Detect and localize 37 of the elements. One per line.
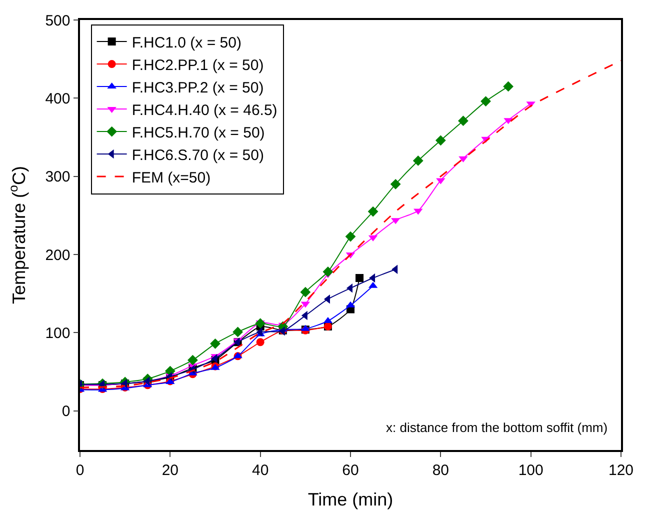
y-tick-label: 400	[45, 90, 70, 108]
point	[300, 286, 311, 298]
legend-label: F.HC3.PP.2 (x = 50)	[132, 79, 264, 96]
point	[368, 206, 378, 217]
point	[480, 96, 491, 107]
point	[322, 266, 334, 277]
point	[356, 274, 364, 282]
x-tick-label: 60	[342, 462, 359, 479]
x-tick-label: 100	[518, 462, 544, 479]
legend-label: FEM (x=50)	[132, 169, 211, 186]
y-tick-label: 0	[62, 403, 70, 420]
x-axis-title: Time (min)	[308, 489, 394, 510]
point	[503, 81, 514, 92]
point	[256, 338, 264, 346]
x-tick-label: 80	[432, 462, 450, 479]
y-tick-label: 500	[45, 12, 70, 30]
x-tick-label: 20	[162, 462, 179, 479]
point	[345, 231, 356, 242]
legend-label: F.HC4.H.40 (x = 46.5)	[132, 102, 278, 119]
legend-label: F.HC2.PP.1 (x = 50)	[132, 56, 264, 74]
x-tick-label: 120	[608, 462, 634, 479]
legend-label: F.HC5.H.70 (x = 50)	[132, 124, 265, 142]
y-tick-label: 100	[45, 324, 70, 342]
point	[412, 156, 424, 166]
point	[390, 178, 401, 190]
legend-label: F.HC6.S.70 (x = 50)	[132, 146, 264, 164]
annotation: x: distance from the bottom soffit (mm)	[386, 420, 608, 435]
point	[188, 354, 198, 366]
point	[210, 338, 220, 349]
y-tick-label: 300	[45, 168, 70, 186]
point	[435, 135, 446, 146]
point	[458, 116, 468, 126]
x-tick-label: 40	[252, 462, 269, 479]
legend-label: F.HC1.0 (x = 50)	[132, 34, 242, 52]
point	[232, 326, 243, 338]
x-tick-label: 0	[76, 462, 84, 479]
y-tick-label: 200	[45, 246, 70, 264]
